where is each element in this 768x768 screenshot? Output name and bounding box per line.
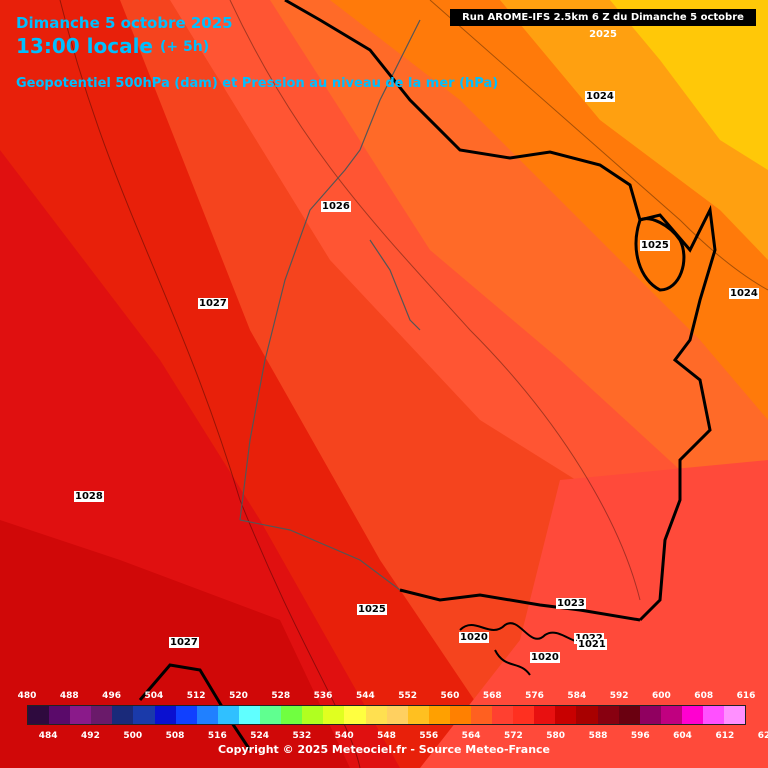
legend-bottom-label: 588 [588, 731, 608, 741]
legend-top-label: 568 [482, 691, 502, 701]
legend-swatch [576, 706, 598, 724]
legend-top-label: 584 [567, 691, 587, 701]
legend-swatch [660, 706, 682, 724]
isobar-label: 1021 [577, 639, 607, 650]
legend-swatch [407, 706, 429, 724]
legend-swatch [344, 706, 366, 724]
isobar-label: 1025 [357, 604, 387, 615]
legend-bottom-label: 532 [292, 731, 312, 741]
legend-top-label: 552 [398, 691, 418, 701]
isobar-label: 1025 [640, 240, 670, 251]
legend-bottom-label: 556 [419, 731, 439, 741]
isobar-lines [59, 0, 768, 768]
legend-bottom-label: 620 [757, 731, 768, 741]
band-southeast [420, 460, 768, 768]
legend-swatch [238, 706, 261, 724]
legend-top-label: 544 [355, 691, 375, 701]
isobar-label: 1020 [530, 652, 560, 663]
legend-swatch [154, 706, 176, 724]
isobar-label: 1026 [321, 201, 351, 212]
legend-swatch [175, 706, 197, 724]
coastlines [239, 19, 421, 591]
legend-bottom-label: 484 [38, 731, 58, 741]
legend-top-label: 536 [313, 691, 333, 701]
color-legend [27, 705, 746, 725]
isobar-label: 1023 [556, 598, 586, 609]
legend-swatch [49, 706, 71, 724]
legend-top-label: 480 [17, 691, 37, 701]
legend-swatch [449, 706, 471, 724]
isobar-label: 1024 [585, 91, 615, 102]
legend-top-label: 512 [186, 691, 206, 701]
isobar-label: 1028 [74, 491, 104, 502]
national-border [138, 0, 717, 751]
legend-swatch [70, 706, 92, 724]
legend-swatch [323, 706, 345, 724]
legend-swatch [260, 706, 282, 724]
field-description: Geopotentiel 500hPa (dam) et Pression au… [16, 76, 499, 91]
lake-outline [634, 217, 686, 292]
legend-top-label: 488 [59, 691, 79, 701]
legend-swatch [28, 706, 50, 724]
legend-top-label: 592 [609, 691, 629, 701]
isobar-label: 1027 [169, 637, 199, 648]
isobar-label: 1022 [574, 633, 604, 644]
copyright: Copyright © 2025 Meteociel.fr - Source M… [217, 743, 551, 756]
legend-top-label: 520 [229, 691, 248, 701]
legend-top-label: 600 [652, 691, 671, 701]
legend-top-label: 576 [525, 691, 544, 701]
legend-top-label: 608 [694, 691, 714, 701]
legend-swatch [597, 706, 619, 724]
legend-top-label: 560 [440, 691, 460, 701]
legend-bottom-label: 612 [715, 731, 735, 741]
legend-bottom-label: 524 [250, 731, 270, 741]
legend-swatch [91, 706, 113, 724]
legend-swatch [492, 706, 514, 724]
legend-bottom-label: 492 [81, 731, 100, 741]
legend-swatch [470, 706, 493, 724]
legend-swatch [196, 706, 218, 724]
legend-swatch [428, 706, 450, 724]
legend-swatch [365, 706, 387, 724]
legend-bottom-label: 540 [334, 731, 354, 741]
isobar-label: 1020 [459, 632, 489, 643]
isobar-label: 1027 [198, 298, 228, 309]
legend-swatch [302, 706, 324, 724]
legend-swatch [703, 706, 725, 724]
isobar-label: 1024 [729, 288, 759, 299]
legend-swatch [618, 706, 640, 724]
forecast-time: 13:00 locale [16, 34, 153, 58]
legend-bottom-label: 500 [123, 731, 143, 741]
band-yellow [610, 0, 768, 170]
legend-swatch [639, 706, 661, 724]
legend-swatch [281, 706, 303, 724]
legend-top-label: 496 [102, 691, 121, 701]
legend-swatch [724, 706, 746, 724]
legend-swatch [217, 706, 239, 724]
legend-bottom-label: 564 [461, 731, 481, 741]
legend-bottom-label: 548 [377, 731, 396, 741]
legend-swatch [112, 706, 134, 724]
legend-swatch [681, 706, 703, 724]
legend-bottom-label: 580 [546, 731, 566, 741]
legend-bottom-label: 516 [207, 731, 227, 741]
forecast-offset: (+ 5h) [160, 39, 210, 55]
legend-bottom-label: 572 [503, 731, 523, 741]
forecast-date: Dimanche 5 octobre 2025 [16, 14, 233, 32]
legend-swatch [133, 706, 155, 724]
legend-top-label: 504 [144, 691, 164, 701]
run-info: Run AROME-IFS 2.5km 6 Z du Dimanche 5 oc… [450, 9, 756, 40]
legend-swatch [513, 706, 535, 724]
legend-swatch [555, 706, 577, 724]
legend-top-label: 616 [736, 691, 756, 701]
legend-swatch [534, 706, 556, 724]
legend-bottom-label: 604 [673, 731, 692, 741]
legend-swatch [386, 706, 408, 724]
legend-top-label: 528 [271, 691, 291, 701]
legend-bottom-label: 508 [165, 731, 185, 741]
pyrenees-outline [459, 622, 591, 676]
legend-bottom-label: 596 [630, 731, 650, 741]
